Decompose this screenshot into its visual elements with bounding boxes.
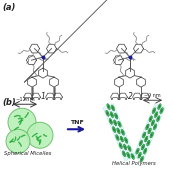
Ellipse shape (111, 113, 113, 116)
Ellipse shape (107, 104, 110, 110)
Ellipse shape (138, 152, 141, 158)
Ellipse shape (128, 154, 129, 157)
Ellipse shape (154, 112, 158, 118)
Ellipse shape (142, 132, 146, 138)
Ellipse shape (110, 120, 112, 123)
Ellipse shape (122, 131, 124, 134)
Ellipse shape (141, 158, 143, 161)
Ellipse shape (161, 109, 162, 112)
Ellipse shape (121, 138, 123, 140)
Ellipse shape (136, 148, 139, 154)
Ellipse shape (113, 128, 115, 131)
Circle shape (8, 108, 36, 136)
Ellipse shape (113, 120, 117, 126)
Ellipse shape (143, 133, 145, 136)
Ellipse shape (122, 151, 126, 157)
Ellipse shape (147, 140, 150, 146)
Circle shape (6, 129, 30, 153)
Ellipse shape (118, 121, 121, 127)
Ellipse shape (150, 117, 152, 120)
Ellipse shape (153, 124, 157, 130)
Ellipse shape (132, 155, 134, 158)
Ellipse shape (142, 146, 144, 149)
Ellipse shape (107, 112, 108, 115)
Text: (a): (a) (2, 3, 15, 12)
Circle shape (27, 122, 53, 148)
Ellipse shape (145, 138, 147, 140)
Ellipse shape (128, 146, 131, 151)
Ellipse shape (117, 128, 120, 134)
Text: TNF: TNF (70, 120, 83, 125)
Text: 2: 2 (128, 92, 133, 101)
Ellipse shape (144, 150, 146, 153)
Ellipse shape (109, 119, 112, 124)
Ellipse shape (151, 120, 154, 126)
Ellipse shape (119, 143, 122, 149)
Ellipse shape (152, 108, 156, 114)
Ellipse shape (141, 144, 145, 150)
Ellipse shape (120, 136, 124, 142)
Ellipse shape (108, 105, 109, 108)
Ellipse shape (148, 142, 149, 145)
Ellipse shape (152, 121, 154, 124)
Ellipse shape (153, 109, 155, 112)
Ellipse shape (157, 116, 160, 122)
Ellipse shape (147, 125, 148, 128)
Ellipse shape (149, 116, 152, 122)
Ellipse shape (157, 117, 159, 120)
Ellipse shape (144, 136, 148, 142)
Ellipse shape (137, 150, 138, 153)
Ellipse shape (127, 152, 130, 158)
Ellipse shape (143, 148, 147, 154)
Text: (b): (b) (2, 98, 16, 107)
Ellipse shape (154, 125, 156, 128)
Ellipse shape (112, 127, 116, 132)
Ellipse shape (124, 146, 126, 149)
Ellipse shape (158, 104, 161, 110)
Text: ~12nm: ~12nm (15, 97, 35, 102)
Ellipse shape (123, 152, 125, 155)
Ellipse shape (151, 133, 153, 136)
Ellipse shape (129, 147, 130, 150)
Ellipse shape (140, 142, 142, 145)
Ellipse shape (124, 137, 128, 143)
Ellipse shape (115, 115, 117, 118)
Ellipse shape (160, 108, 163, 114)
Ellipse shape (150, 132, 153, 138)
Ellipse shape (117, 136, 118, 139)
Ellipse shape (146, 124, 149, 130)
Text: 1: 1 (40, 92, 45, 101)
Ellipse shape (121, 129, 125, 135)
Ellipse shape (123, 144, 127, 150)
Ellipse shape (125, 139, 127, 142)
Text: Helical Polymers: Helical Polymers (112, 161, 156, 166)
Ellipse shape (131, 154, 134, 160)
Ellipse shape (149, 129, 150, 132)
Text: ~9 nm: ~9 nm (144, 93, 161, 98)
Ellipse shape (118, 129, 119, 132)
Ellipse shape (106, 110, 109, 116)
Ellipse shape (110, 112, 114, 118)
Text: Spherical Micelles: Spherical Micelles (4, 151, 52, 156)
Ellipse shape (116, 135, 119, 141)
Ellipse shape (115, 113, 118, 119)
Ellipse shape (114, 121, 116, 124)
Ellipse shape (140, 156, 144, 162)
Ellipse shape (120, 144, 122, 147)
Ellipse shape (139, 154, 140, 157)
Ellipse shape (148, 128, 151, 134)
Ellipse shape (112, 106, 114, 109)
Ellipse shape (119, 123, 120, 126)
Ellipse shape (159, 105, 160, 108)
Ellipse shape (111, 105, 115, 111)
Ellipse shape (155, 113, 157, 116)
Ellipse shape (139, 140, 143, 146)
